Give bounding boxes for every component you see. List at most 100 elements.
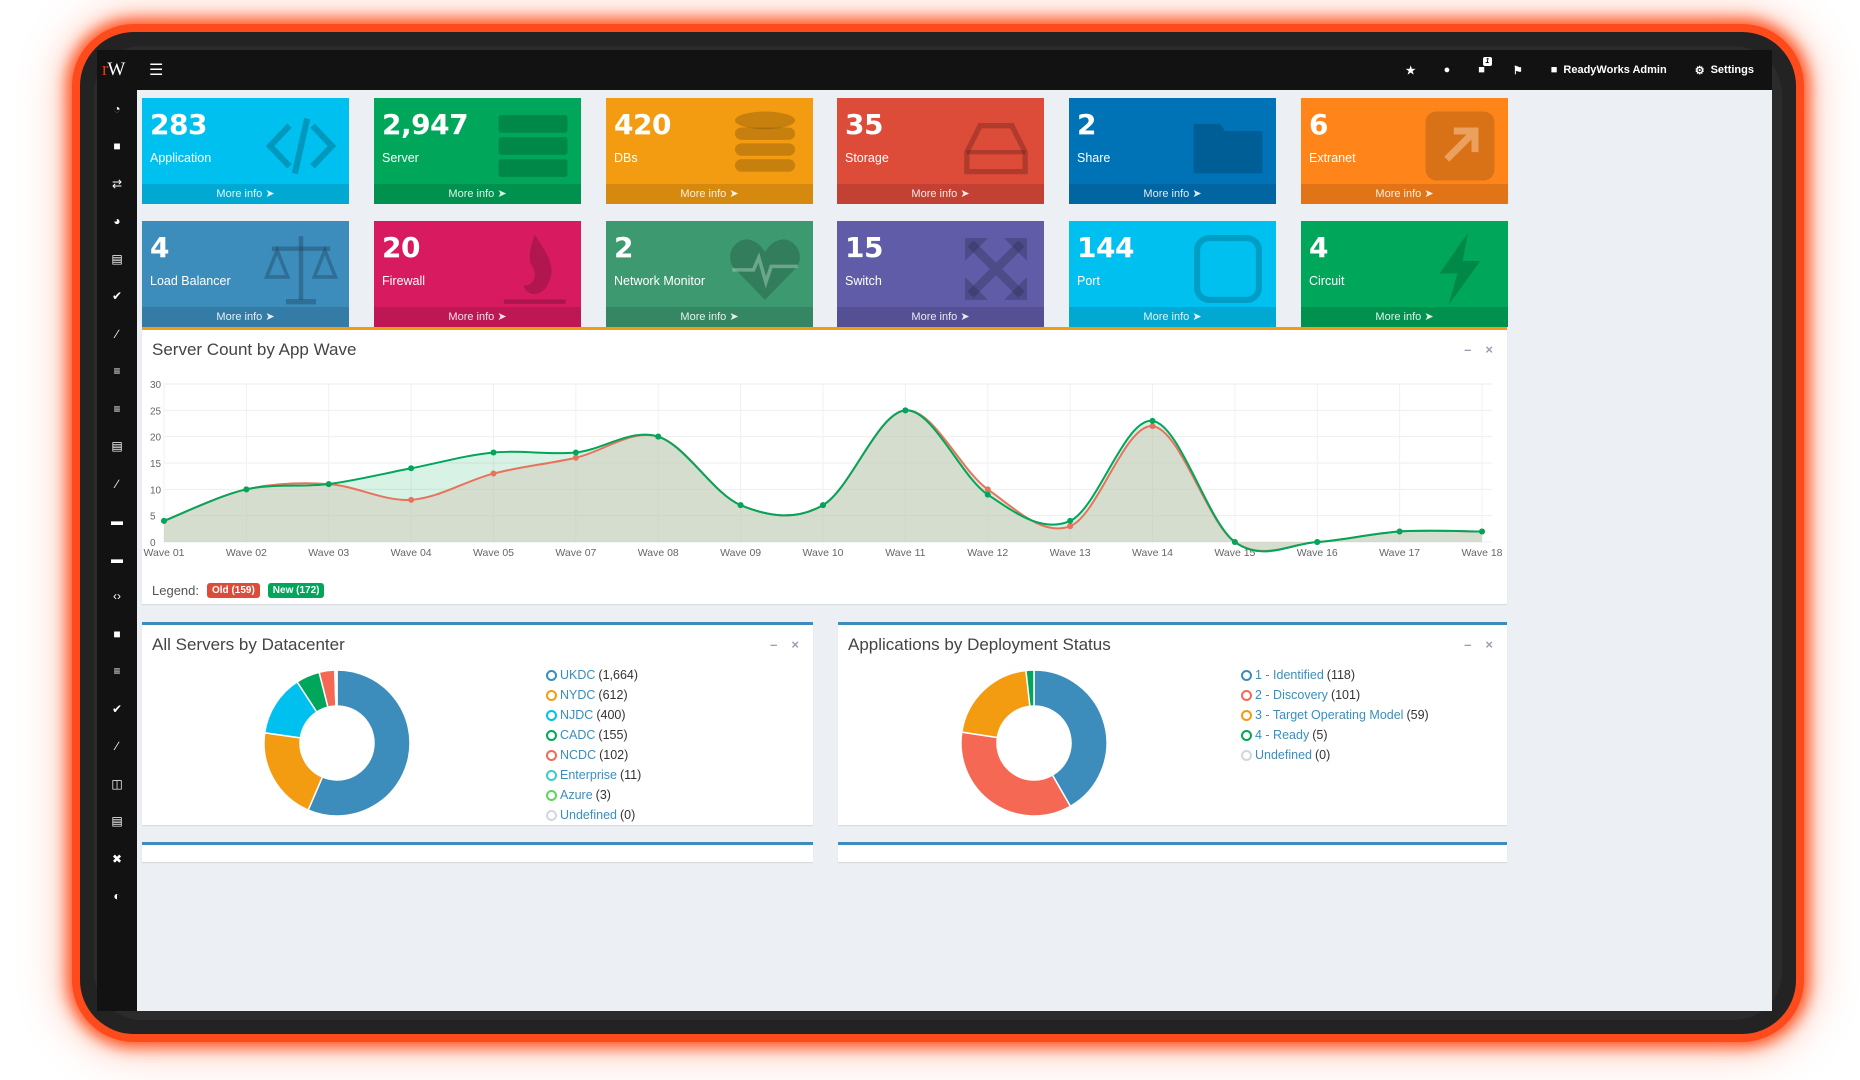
wrench-icon[interactable]: ∕ [115, 739, 118, 754]
more-info-link[interactable]: More info ➤ [142, 307, 349, 327]
files-icon[interactable]: ▤ [111, 251, 123, 266]
data-point[interactable] [820, 502, 826, 509]
data-point[interactable] [572, 454, 579, 461]
data-point[interactable] [984, 486, 991, 493]
collapse-icon[interactable]: – [1464, 637, 1472, 652]
more-info-link[interactable]: More info ➤ [837, 184, 1044, 204]
list-icon[interactable]: ≡ [113, 664, 121, 679]
close-icon[interactable]: × [1485, 342, 1493, 357]
donut-slice-ukdc[interactable] [307, 669, 411, 817]
more-info-link[interactable]: More info ➤ [374, 184, 581, 204]
data-point[interactable] [572, 449, 579, 456]
data-point[interactable] [1149, 423, 1156, 430]
panel-tools: – × [1464, 342, 1493, 357]
more-info-link[interactable]: More info ➤ [1069, 184, 1276, 204]
legend-item[interactable]: NJDC (400) [546, 705, 641, 725]
data-point[interactable] [1479, 528, 1485, 535]
more-info-link[interactable]: More info ➤ [142, 184, 349, 204]
info-icon[interactable]: ● [1443, 64, 1451, 76]
flag-icon[interactable]: ⚑ [1512, 64, 1523, 77]
data-point[interactable] [161, 517, 167, 524]
check-circle-icon[interactable]: ✔ [111, 701, 123, 716]
more-info-link[interactable]: More info ➤ [1069, 307, 1276, 327]
more-info-link[interactable]: More info ➤ [606, 307, 813, 327]
legend-item[interactable]: Undefined (0) [546, 805, 641, 825]
legend-item[interactable]: 4 - Ready (5) [1241, 725, 1429, 745]
legend-item[interactable]: 3 - Target Operating Model (59) [1241, 705, 1429, 725]
tile-label: Circuit [1309, 274, 1345, 288]
data-point[interactable] [1314, 539, 1321, 545]
data-point[interactable] [408, 496, 415, 503]
cloud-icon[interactable]: ◐ [113, 889, 121, 904]
close-icon[interactable]: × [791, 637, 799, 652]
list-icon[interactable]: ≡ [113, 364, 121, 379]
more-info-link[interactable]: More info ➤ [374, 307, 581, 327]
tachometer-icon[interactable]: ◕ [113, 214, 121, 229]
more-info-link[interactable]: More info ➤ [606, 184, 813, 204]
folder-icon[interactable]: ▬ [111, 514, 123, 529]
dashboard-icon[interactable]: ◔ [113, 101, 121, 116]
user-icon[interactable]: ■ [113, 626, 121, 641]
wrench-icon[interactable]: ∕ [115, 476, 118, 491]
data-point[interactable] [1067, 517, 1074, 524]
legend-item[interactable]: 1 - Identified (118) [1241, 665, 1429, 685]
compress-icon[interactable]: ✖ [111, 851, 123, 866]
legend-item[interactable]: Undefined (0) [1241, 745, 1429, 765]
map-icon[interactable]: ◫ [111, 776, 123, 791]
legend-item[interactable]: NYDC (612) [546, 685, 641, 705]
collapse-icon[interactable]: – [770, 637, 778, 652]
wrench-icon[interactable]: ∕ [115, 326, 118, 341]
data-point[interactable] [325, 481, 332, 488]
donut-slice-2-discovery[interactable] [960, 731, 1072, 817]
data-point[interactable] [490, 449, 497, 456]
data-point[interactable] [1067, 523, 1074, 530]
table-list-icon[interactable]: ≡ [113, 401, 121, 416]
donut-slice-3-target-operating-model[interactable] [960, 669, 1031, 739]
check-circle-icon[interactable]: ✔ [111, 289, 123, 304]
data-point[interactable] [737, 502, 744, 509]
server-icon[interactable]: ▤ [111, 439, 123, 454]
donut-slice-4-ready[interactable] [1025, 669, 1035, 708]
data-point[interactable] [1231, 539, 1238, 545]
database-icon[interactable]: ▤ [111, 814, 123, 829]
more-info-link[interactable]: More info ➤ [1301, 307, 1508, 327]
legend-item[interactable]: CADC (155) [546, 725, 641, 745]
data-point[interactable] [1149, 417, 1156, 424]
legend-item-label: Enterprise [560, 768, 617, 782]
legend-item-count: (5) [1312, 728, 1328, 742]
data-point[interactable] [655, 433, 662, 440]
settings-menu[interactable]: ⚙ Settings [1695, 64, 1754, 77]
collapse-icon[interactable]: – [1464, 342, 1472, 357]
more-info-link[interactable]: More info ➤ [1301, 184, 1508, 204]
data-point[interactable] [408, 465, 415, 472]
user-menu[interactable]: ■ ReadyWorks Admin [1551, 64, 1667, 76]
legend-item[interactable]: NCDC (102) [546, 745, 641, 765]
folder-icon[interactable]: ▬ [111, 551, 123, 566]
data-point[interactable] [984, 491, 991, 498]
user-icon[interactable]: ■ [113, 139, 121, 154]
logo[interactable]: rW [97, 50, 137, 90]
shuffle-icon[interactable]: ⇄ [111, 176, 123, 191]
data-point[interactable] [490, 470, 497, 477]
legend-item[interactable]: UKDC (1,664) [546, 665, 641, 685]
arrow-circle-right-icon: ➤ [265, 188, 275, 200]
legend-item[interactable]: Enterprise (11) [546, 765, 641, 785]
close-icon[interactable]: × [1485, 637, 1493, 652]
more-info-link[interactable]: More info ➤ [837, 307, 1044, 327]
donut-slice-nydc[interactable] [263, 731, 324, 812]
code-icon[interactable]: ‹› [113, 589, 121, 604]
data-point[interactable] [902, 407, 909, 414]
data-point[interactable] [1396, 528, 1403, 535]
legend-item-count: (11) [619, 768, 642, 782]
star-icon[interactable]: ★ [1405, 64, 1416, 77]
server-icon [498, 115, 568, 177]
data-point[interactable] [243, 486, 250, 493]
legend-item[interactable]: Azure (3) [546, 785, 641, 805]
legend-item[interactable]: 2 - Discovery (101) [1241, 685, 1429, 705]
donut-slice-1-identified[interactable] [1033, 669, 1108, 808]
menu-toggle-icon[interactable]: ☰ [149, 62, 164, 79]
panel-title: Applications by Deployment Status [848, 635, 1111, 654]
circle-icon [1241, 689, 1252, 701]
notifications-icon[interactable]: ■ 1 [1478, 57, 1492, 76]
x-tick-label: Wave 04 [391, 547, 432, 559]
